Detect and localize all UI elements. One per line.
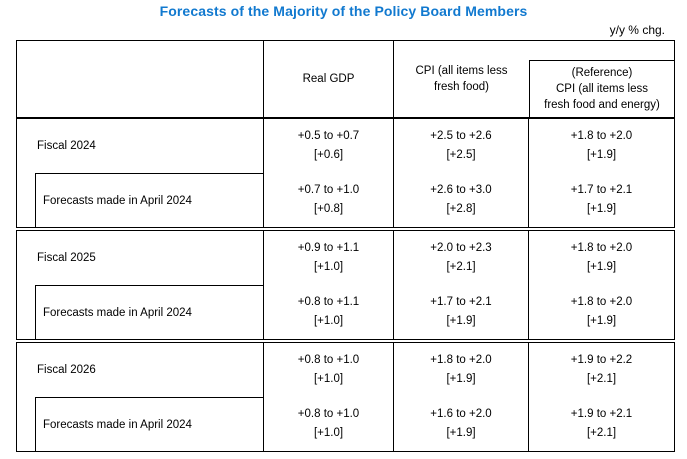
subrow-label-cell: Forecasts made in April 2024	[17, 397, 264, 451]
forecast-range: +1.8 to +2.0	[430, 354, 492, 366]
gdp-forecast-cell: +0.5 to +0.7 [+0.6]	[264, 119, 394, 173]
forecast-range: +1.8 to +2.0	[570, 242, 633, 254]
group-fiscal-2026: Fiscal 2026 +0.8 to +1.0 [+1.0] +1.8 to …	[16, 342, 675, 452]
forecast-median: [+1.9]	[446, 427, 476, 439]
forecast-median: [+1.0]	[313, 373, 344, 385]
header-real-gdp: Real GDP	[264, 41, 394, 117]
forecast-median: [+1.9]	[586, 149, 617, 161]
page-title: Forecasts of the Majority of the Policy …	[159, 3, 528, 19]
reference-cpi-forecast-cell: +1.8 to +2.0 [+1.9]	[529, 119, 674, 173]
row-label-fiscal-2024: Fiscal 2024	[17, 119, 264, 173]
group-fiscal-2025: Fiscal 2025 +0.9 to +1.1 [+1.0] +2.0 to …	[16, 230, 675, 340]
forecast-range: +1.8 to +2.0	[570, 130, 633, 142]
cpi-forecast-cell: +2.0 to +2.3 [+2.1]	[394, 231, 529, 285]
forecast-range: +0.5 to +0.7	[297, 130, 360, 142]
gdp-forecast-cell: +0.7 to +1.0 [+0.8]	[264, 173, 394, 227]
subrow-label-april-2024: Forecasts made in April 2024	[35, 285, 263, 339]
row-label-fiscal-2026: Fiscal 2026	[17, 343, 264, 397]
reference-cpi-forecast-cell: +1.9 to +2.1 [+2.1]	[529, 397, 674, 451]
forecast-range: +0.8 to +1.0	[297, 408, 360, 420]
forecast-table: Real GDP CPI (all items less fresh food)…	[16, 40, 675, 452]
forecast-range: +0.8 to +1.1	[297, 296, 360, 308]
forecast-median: [+2.5]	[446, 149, 476, 161]
forecast-range: +2.0 to +2.3	[430, 242, 492, 254]
forecast-median: [+2.1]	[586, 373, 617, 385]
header-reference-box: (Reference) CPI (all items less fresh fo…	[529, 60, 674, 117]
subrow-label-april-2024: Forecasts made in April 2024	[35, 173, 263, 227]
forecast-range: +0.8 to +1.0	[297, 354, 360, 366]
row-label-fiscal-2025: Fiscal 2025	[17, 231, 264, 285]
header-empty-cell	[17, 41, 264, 117]
forecast-range: +1.7 to +2.1	[430, 296, 492, 308]
group-fiscal-2024: Fiscal 2024 +0.5 to +0.7 [+0.6] +2.5 to …	[16, 118, 675, 228]
forecast-median: [+2.8]	[446, 203, 476, 215]
cpi-forecast-cell: +2.6 to +3.0 [+2.8]	[394, 173, 529, 227]
cpi-forecast-cell: +1.6 to +2.0 [+1.9]	[394, 397, 529, 451]
gdp-forecast-cell: +0.9 to +1.1 [+1.0]	[264, 231, 394, 285]
header-cpi: CPI (all items less fresh food)	[415, 65, 508, 93]
reference-cpi-forecast-cell: +1.8 to +2.0 [+1.9]	[529, 231, 674, 285]
reference-cpi-forecast-cell: +1.9 to +2.2 [+2.1]	[529, 343, 674, 397]
forecast-range: +2.6 to +3.0	[430, 184, 492, 196]
subrow-label-cell: Forecasts made in April 2024	[17, 173, 264, 227]
subrow-label-april-2024: Forecasts made in April 2024	[35, 397, 263, 451]
cpi-forecast-cell: +1.7 to +2.1 [+1.9]	[394, 285, 529, 339]
forecast-range: +1.9 to +2.1	[570, 408, 633, 420]
gdp-forecast-cell: +0.8 to +1.0 [+1.0]	[264, 343, 394, 397]
forecast-median: [+1.0]	[313, 315, 344, 327]
table-header-row: Real GDP CPI (all items less fresh food)…	[16, 40, 675, 118]
forecast-median: [+1.9]	[586, 315, 617, 327]
cpi-forecast-cell: +1.8 to +2.0 [+1.9]	[394, 343, 529, 397]
reference-cpi-forecast-cell: +1.7 to +2.1 [+1.9]	[529, 173, 674, 227]
forecast-range: +1.7 to +2.1	[570, 184, 633, 196]
forecast-range: +1.9 to +2.2	[570, 354, 633, 366]
forecast-median: [+1.9]	[586, 261, 617, 273]
forecast-median: [+2.1]	[586, 427, 617, 439]
forecast-range: +1.8 to +2.0	[570, 296, 633, 308]
unit-note: y/y % chg.	[609, 23, 665, 37]
gdp-forecast-cell: +0.8 to +1.1 [+1.0]	[264, 285, 394, 339]
forecast-range: +1.6 to +2.0	[430, 408, 492, 420]
gdp-forecast-cell: +0.8 to +1.0 [+1.0]	[264, 397, 394, 451]
forecast-range: +0.7 to +1.0	[297, 184, 360, 196]
forecast-median: [+2.1]	[446, 261, 476, 273]
cpi-forecast-cell: +2.5 to +2.6 [+2.5]	[394, 119, 529, 173]
header-reference-wrap: (Reference) CPI (all items less fresh fo…	[529, 41, 674, 117]
document-page: Forecasts of the Majority of the Policy …	[0, 3, 687, 459]
forecast-median: [+1.0]	[313, 427, 344, 439]
subrow-label-cell: Forecasts made in April 2024	[17, 285, 264, 339]
forecast-median: [+1.9]	[446, 315, 476, 327]
forecast-range: +2.5 to +2.6	[430, 130, 492, 142]
forecast-median: [+1.9]	[446, 373, 476, 385]
forecast-median: [+1.9]	[586, 203, 617, 215]
forecast-median: [+1.0]	[313, 261, 344, 273]
forecast-median: [+0.6]	[313, 149, 344, 161]
forecast-range: +0.9 to +1.1	[297, 242, 360, 254]
reference-cpi-forecast-cell: +1.8 to +2.0 [+1.9]	[529, 285, 674, 339]
forecast-median: [+0.8]	[313, 203, 344, 215]
